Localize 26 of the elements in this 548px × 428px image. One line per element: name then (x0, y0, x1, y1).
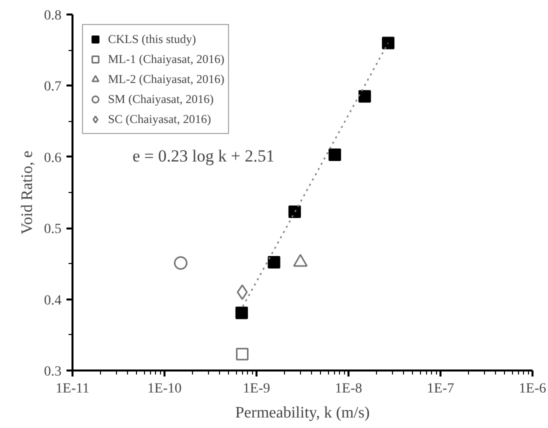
x-tick-label: 1E-6 (518, 382, 546, 396)
legend-label: ML-1 (Chaiyasat, 2016) (108, 52, 224, 66)
y-tick-label: 0.6 (44, 150, 62, 166)
x-axis-title: Permeability, k (m/s) (235, 404, 370, 422)
x-tick-label: 1E-11 (56, 382, 90, 396)
point (328, 148, 342, 162)
annotation: e = 0.23 log k + 2.51 (132, 146, 274, 166)
y-tick-label: 0.3 (44, 364, 62, 380)
point (236, 284, 248, 300)
legend-label: ML-2 (Chaiyasat, 2016) (108, 72, 224, 86)
y-tick-label: 0.8 (44, 8, 62, 24)
x-tick-label: 1E-7 (426, 382, 454, 396)
x-tick-label: 1E-8 (334, 382, 362, 396)
y-tick-label: 0.5 (44, 222, 62, 238)
legend-label: SM (Chaiyasat, 2016) (108, 92, 214, 106)
y-tick-label: 0.7 (44, 80, 62, 95)
point (235, 306, 248, 320)
y-axis-title: Void Ratio, e (19, 150, 36, 234)
legend-label: CKLS (this study) (108, 32, 196, 46)
x-tick-label: 1E-10 (147, 382, 182, 396)
point (358, 90, 371, 103)
point (236, 348, 248, 360)
legend-label: SC (Chaiyasat, 2016) (108, 112, 211, 126)
x-tick-label: 1E-9 (242, 382, 270, 396)
point (268, 256, 280, 269)
y-tick-label: 0.4 (44, 293, 62, 308)
